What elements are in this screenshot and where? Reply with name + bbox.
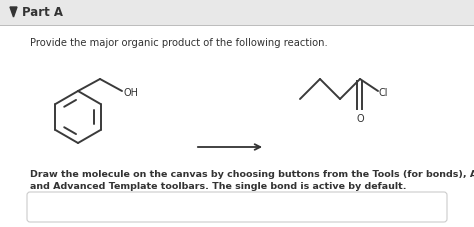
Text: O: O	[356, 114, 364, 123]
Text: Draw the molecule on the canvas by choosing buttons from the Tools (for bonds), : Draw the molecule on the canvas by choos…	[30, 169, 474, 178]
Text: Cl: Cl	[379, 88, 389, 98]
FancyBboxPatch shape	[27, 192, 447, 222]
FancyBboxPatch shape	[0, 0, 474, 26]
Text: Provide the major organic product of the following reaction.: Provide the major organic product of the…	[30, 38, 328, 48]
Polygon shape	[10, 8, 17, 18]
Text: OH: OH	[124, 88, 139, 98]
Text: and Advanced Template toolbars. The single bond is active by default.: and Advanced Template toolbars. The sing…	[30, 181, 407, 190]
Text: Part A: Part A	[22, 7, 63, 20]
